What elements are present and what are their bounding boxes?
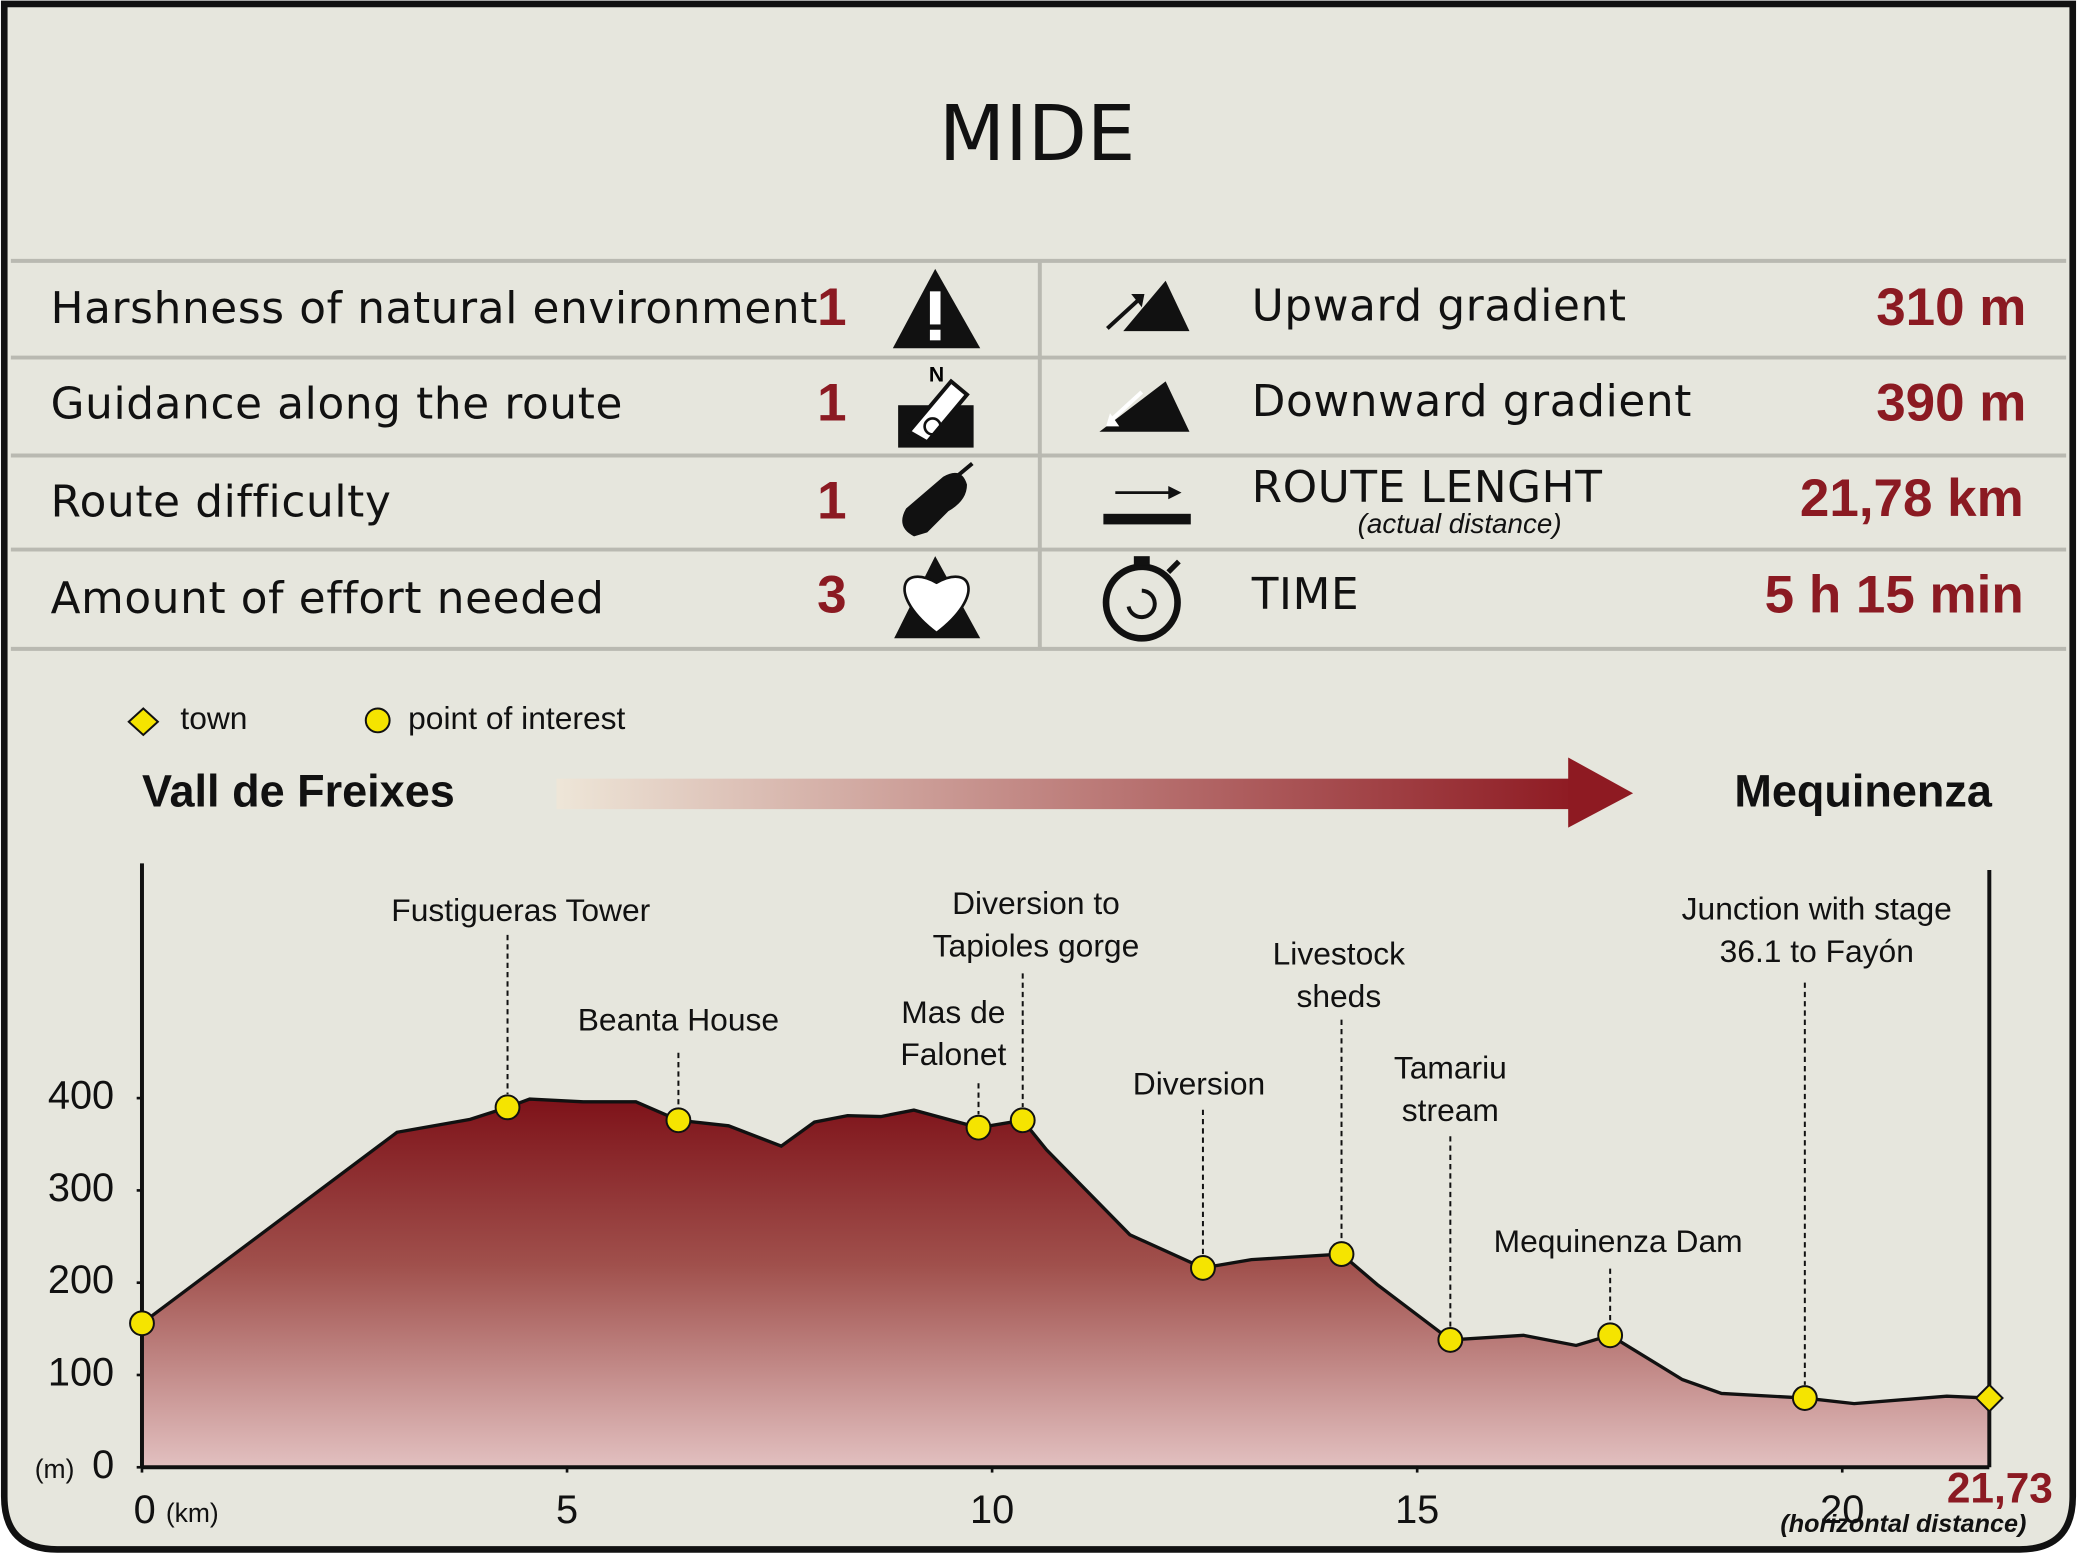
row-value: 310 m <box>1876 278 2026 337</box>
row-value: 21,78 km <box>1800 469 2024 528</box>
poi-label: Tamariu <box>1394 1049 1507 1085</box>
row-label: Downward gradient <box>1252 376 1692 427</box>
x-tick-label: 5 <box>556 1488 578 1532</box>
point-of-interest <box>965 1114 992 1141</box>
icon-effort <box>894 556 981 639</box>
row-label: Harshness of natural environment <box>51 283 818 334</box>
town <box>1974 1383 2004 1413</box>
poi-label: Falonet <box>900 1036 1006 1072</box>
profile-line <box>140 1097 1990 1406</box>
point-of-interest <box>1190 1255 1216 1281</box>
y-tick-label: 0 <box>92 1443 114 1487</box>
x-tick-label: 20 <box>1820 1488 1864 1532</box>
poi-label: sheds <box>1296 978 1381 1014</box>
y-tick-label: 300 <box>48 1166 114 1210</box>
title: MIDE <box>939 90 1136 179</box>
legend-label: town <box>180 700 247 736</box>
point-of-interest <box>129 1310 155 1337</box>
mide-table: Harshness of natural environment Guidanc… <box>10 258 2067 651</box>
row-value: 1 <box>817 278 846 337</box>
row-label: Amount of effort needed <box>51 573 605 624</box>
legend-symbol <box>364 707 391 734</box>
poi-label: Diversion <box>1133 1065 1265 1101</box>
poi-label: Fustigueras Tower <box>391 892 650 928</box>
point-of-interest <box>494 1094 521 1121</box>
poi-label: Livestock <box>1273 936 1406 972</box>
icon-guidance: N <box>898 364 974 448</box>
poi-label: Beanta House <box>578 1002 779 1038</box>
svg-text:N: N <box>929 364 944 387</box>
point-of-interest <box>665 1107 692 1134</box>
y-tick-label: 200 <box>48 1258 114 1302</box>
end-label: Mequinenza <box>1734 765 1993 816</box>
row-value: 1 <box>817 472 846 531</box>
point-of-interest <box>1597 1322 1624 1349</box>
row-value: 1 <box>817 374 846 433</box>
icon-difficulty <box>902 461 974 537</box>
row-label: Upward gradient <box>1252 281 1627 332</box>
y-unit: (m) <box>35 1454 75 1484</box>
icon-up <box>1106 280 1190 332</box>
poi-label: stream <box>1402 1092 1499 1128</box>
point-of-interest <box>1328 1241 1355 1267</box>
row-value: 390 m <box>1876 374 2026 433</box>
icon-length <box>1103 486 1191 525</box>
elevation-profile: 0 100 200 300 400 0 5 10 15 20 (km) (m) 21,73(horizo… <box>35 863 2053 1538</box>
row-label: ROUTE LENGHT <box>1252 462 1603 513</box>
poi-label: Mas de <box>901 994 1005 1030</box>
poi-label: Diversion to <box>952 885 1120 921</box>
icon-time <box>1102 556 1181 642</box>
row-note: (actual distance) <box>1358 508 1562 539</box>
x-tick-label: 0 <box>134 1488 156 1532</box>
icon-down <box>1099 381 1190 432</box>
point-of-interest <box>1009 1107 1036 1134</box>
icon-warning <box>892 268 981 349</box>
row-label: TIME <box>1251 569 1360 620</box>
point-of-interest <box>1437 1327 1464 1353</box>
y-tick-label: 400 <box>48 1074 114 1118</box>
row-label: Route difficulty <box>51 477 392 528</box>
legend: town point of interest <box>127 700 626 737</box>
y-tick-label: 100 <box>48 1350 114 1394</box>
legend-label: point of interest <box>408 700 625 736</box>
row-value: 3 <box>817 566 846 625</box>
x-tick-label: 10 <box>970 1488 1014 1532</box>
poi-label: Junction with stage <box>1682 890 1952 926</box>
poi-label: Mequinenza Dam <box>1494 1223 1743 1259</box>
x-unit: (km) <box>166 1498 219 1528</box>
end-distance: 21,73 <box>1947 1464 2053 1511</box>
row-label: Guidance along the route <box>51 379 624 430</box>
direction-arrow <box>556 757 1634 828</box>
area-fill <box>141 1099 1990 1468</box>
x-tick-label: 15 <box>1395 1488 1439 1532</box>
poi-label: Tapioles gorge <box>933 928 1140 964</box>
end-distance-note: (horizontal distance) <box>1780 1510 2026 1538</box>
start-label: Vall de Freixes <box>142 765 455 816</box>
point-of-interest <box>1791 1385 1818 1411</box>
legend-symbol <box>127 707 160 737</box>
poi-label: 36.1 to Fayón <box>1720 933 1914 969</box>
row-value: 5 h 15 min <box>1765 566 2024 625</box>
